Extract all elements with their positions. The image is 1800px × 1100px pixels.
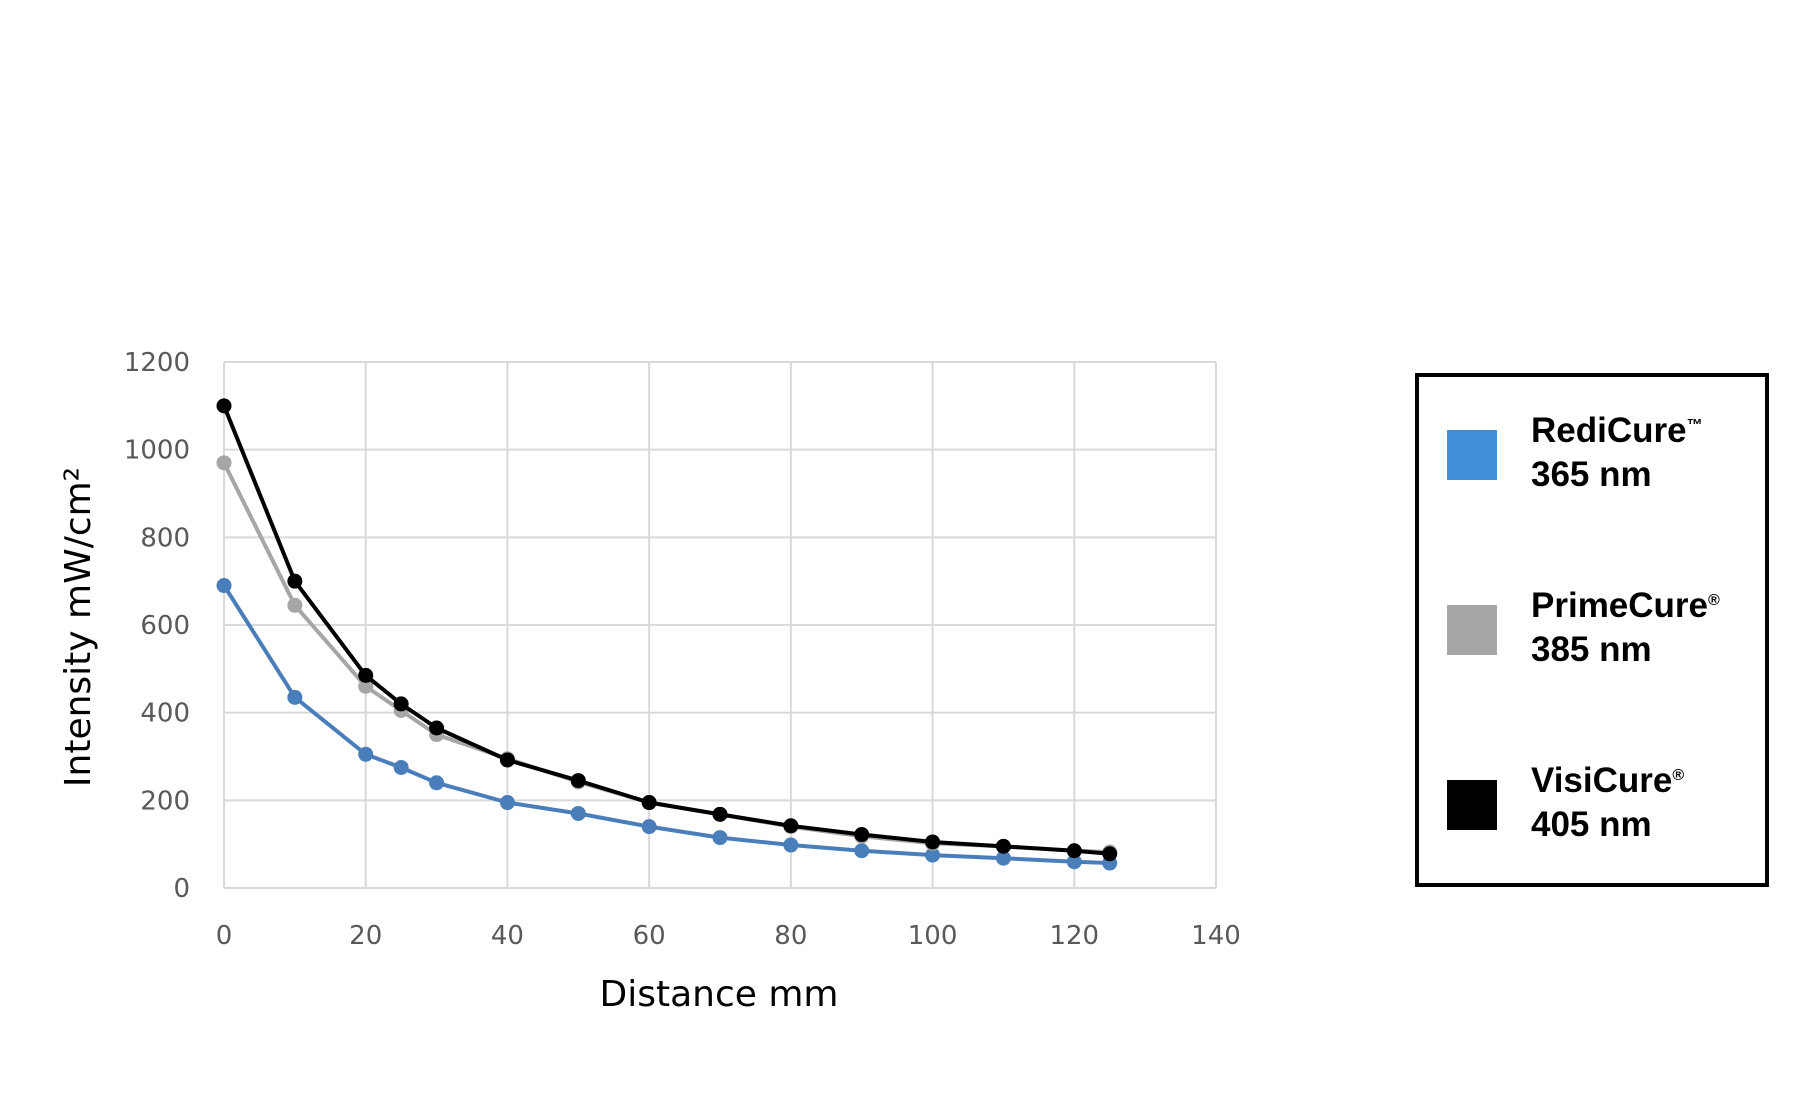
data-point <box>358 746 374 762</box>
y-tick-label: 0 <box>173 874 190 904</box>
y-tick-label: 1000 <box>124 436 190 466</box>
series-line <box>222 403 1112 856</box>
data-point <box>358 678 374 694</box>
data-point <box>641 819 657 835</box>
data-point <box>216 455 232 471</box>
data-point <box>358 667 374 683</box>
y-tick-label: 800 <box>140 523 190 553</box>
data-point <box>783 837 799 853</box>
legend-wavelength: 365 nm <box>1531 455 1652 494</box>
grid <box>223 361 1217 889</box>
data-point <box>393 696 409 712</box>
legend-wavelength: 405 nm <box>1531 805 1652 844</box>
y-tick-label: 1200 <box>124 348 190 378</box>
data-point <box>854 827 870 843</box>
data-point <box>1066 843 1082 859</box>
data-point <box>216 578 232 594</box>
data-point <box>393 759 409 775</box>
legend-trademark: ® <box>1672 767 1684 784</box>
data-point <box>216 398 232 414</box>
x-tick-label: 80 <box>774 921 807 951</box>
x-tick-label: 140 <box>1191 921 1241 951</box>
legend-wavelength: 385 nm <box>1531 630 1652 669</box>
x-tick-label: 120 <box>1049 921 1099 951</box>
legend-entry: PrimeCure® 385 nm <box>1447 586 1720 669</box>
legend-items: RediCure™ 365 nm PrimeCure® 385 nm VisiCure®… <box>1447 411 1720 844</box>
series-visicure <box>216 398 1118 862</box>
data-point <box>1066 854 1082 870</box>
data-point <box>570 805 586 821</box>
legend-trademark: ™ <box>1687 417 1703 434</box>
data-point <box>712 806 728 822</box>
data-point <box>995 838 1011 854</box>
x-tick-label: 60 <box>633 921 666 951</box>
data-point <box>429 720 445 736</box>
data-point <box>1102 846 1118 862</box>
data-point <box>287 689 303 705</box>
y-tick-label: 600 <box>140 611 190 641</box>
data-point <box>712 830 728 846</box>
series-line <box>222 583 1112 865</box>
data-point <box>287 597 303 613</box>
data-point <box>287 573 303 589</box>
legend-swatch <box>1447 605 1497 655</box>
series-redicure <box>216 578 1118 871</box>
data-point <box>570 773 586 789</box>
data-point <box>854 843 870 859</box>
legend-series-name: RediCure™ <box>1531 411 1703 450</box>
x-tick-label: 40 <box>491 921 524 951</box>
legend-trademark: ® <box>1708 592 1720 609</box>
legend-entry: RediCure™ 365 nm <box>1447 411 1703 494</box>
legend-entry: VisiCure® 405 nm <box>1447 761 1684 844</box>
x-axis-title: Distance mm <box>600 974 839 1015</box>
y-tick-label: 400 <box>140 699 190 729</box>
data-point <box>925 834 941 850</box>
data-point <box>499 752 515 768</box>
legend-series-name: PrimeCure® <box>1531 586 1720 625</box>
data-point <box>499 795 515 811</box>
data-point <box>783 818 799 834</box>
x-tick-label: 20 <box>349 921 382 951</box>
data-point <box>995 850 1011 866</box>
x-tick-label: 0 <box>216 921 233 951</box>
tick-labels: 0 20 40 60 80 100 120 140 0 200 400 600 800 1000 1200 <box>124 348 1241 951</box>
series-line <box>222 460 1112 855</box>
y-tick-label: 200 <box>140 786 190 816</box>
y-axis-title: Intensity mW/cm² <box>58 467 99 787</box>
data-point <box>925 847 941 863</box>
legend-swatch <box>1447 780 1497 830</box>
legend-swatch <box>1447 430 1497 480</box>
data-point <box>429 775 445 791</box>
data-point <box>641 795 657 811</box>
legend: RediCure™ 365 nm PrimeCure® 385 nm VisiCure®… <box>1415 373 1769 887</box>
legend-series-name: VisiCure® <box>1531 761 1684 800</box>
series-group <box>216 398 1118 871</box>
axes <box>223 362 1216 889</box>
x-tick-label: 100 <box>908 921 958 951</box>
